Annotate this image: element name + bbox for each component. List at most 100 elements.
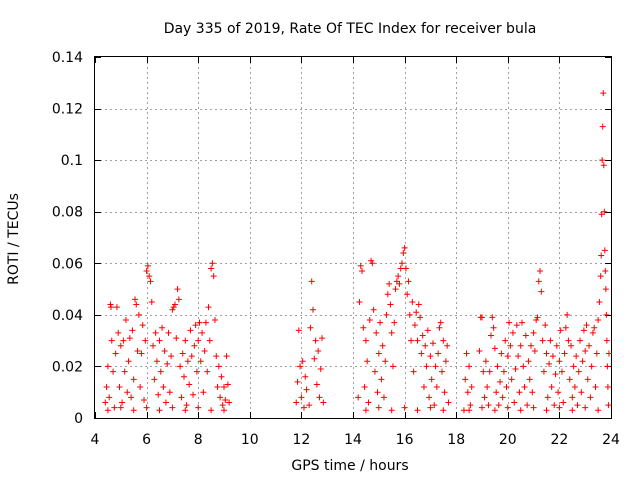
data-point bbox=[306, 402, 313, 409]
data-point bbox=[168, 353, 175, 360]
data-point bbox=[395, 273, 402, 280]
data-point bbox=[162, 399, 169, 406]
data-point bbox=[377, 319, 384, 326]
data-point bbox=[529, 389, 536, 396]
data-point bbox=[512, 366, 519, 373]
data-point bbox=[544, 394, 551, 401]
data-point bbox=[521, 384, 528, 391]
x-tick-label: 18 bbox=[447, 432, 465, 448]
data-point bbox=[586, 342, 593, 349]
data-point bbox=[508, 376, 515, 383]
data-point bbox=[116, 384, 123, 391]
data-point bbox=[135, 311, 142, 318]
data-point bbox=[147, 278, 154, 285]
data-point bbox=[160, 384, 167, 391]
data-point bbox=[199, 329, 206, 336]
data-point bbox=[170, 304, 177, 311]
data-point bbox=[603, 337, 610, 344]
data-point bbox=[313, 381, 320, 388]
data-point bbox=[181, 373, 188, 380]
data-point bbox=[495, 402, 502, 409]
data-point bbox=[476, 347, 483, 354]
data-point bbox=[391, 319, 398, 326]
data-point bbox=[368, 257, 375, 264]
data-point bbox=[591, 324, 598, 331]
data-point bbox=[484, 384, 491, 391]
data-point bbox=[580, 327, 587, 334]
data-point bbox=[587, 394, 594, 401]
y-tick-label: 0.08 bbox=[52, 205, 83, 221]
data-point bbox=[144, 262, 151, 269]
data-point bbox=[592, 384, 599, 391]
data-point bbox=[396, 280, 403, 287]
data-point bbox=[106, 394, 113, 401]
data-point bbox=[433, 384, 440, 391]
data-point bbox=[531, 347, 538, 354]
data-point bbox=[528, 342, 535, 349]
data-point bbox=[307, 324, 314, 331]
data-point bbox=[513, 322, 520, 329]
x-axis-label: GPS time / hours bbox=[291, 458, 408, 474]
data-point bbox=[221, 384, 227, 391]
x-tick-label: 12 bbox=[292, 432, 310, 448]
data-point bbox=[161, 347, 168, 354]
data-point bbox=[524, 402, 531, 409]
data-point bbox=[577, 337, 584, 344]
x-tick-label: 22 bbox=[550, 432, 568, 448]
data-point bbox=[357, 262, 364, 269]
y-tick-label: 0.04 bbox=[52, 308, 83, 324]
data-point bbox=[401, 244, 408, 251]
data-point bbox=[463, 350, 470, 357]
data-point bbox=[115, 329, 122, 336]
data-point bbox=[157, 368, 164, 375]
data-point bbox=[556, 404, 563, 411]
data-point bbox=[169, 306, 176, 313]
data-point bbox=[295, 327, 302, 334]
x-tick-label: 24 bbox=[602, 432, 620, 448]
y-tick-label: 0.1 bbox=[61, 153, 83, 169]
data-point bbox=[602, 268, 609, 275]
data-point bbox=[564, 311, 571, 318]
data-point bbox=[156, 407, 163, 414]
data-point bbox=[120, 337, 127, 344]
data-point bbox=[360, 324, 367, 331]
data-point bbox=[500, 368, 507, 375]
data-point bbox=[178, 394, 185, 401]
data-point bbox=[414, 337, 421, 344]
data-point bbox=[466, 363, 473, 370]
data-point bbox=[219, 402, 226, 409]
data-point bbox=[159, 324, 166, 331]
data-point bbox=[133, 301, 140, 308]
data-point bbox=[110, 368, 117, 375]
data-point bbox=[139, 322, 146, 329]
data-point bbox=[104, 363, 111, 370]
data-point bbox=[415, 301, 422, 308]
data-point bbox=[186, 381, 193, 388]
data-point bbox=[593, 350, 600, 357]
data-point bbox=[440, 337, 447, 344]
data-point bbox=[294, 378, 301, 385]
data-point bbox=[319, 335, 326, 342]
data-point bbox=[424, 327, 431, 334]
data-point bbox=[359, 268, 366, 275]
data-point bbox=[589, 329, 596, 336]
data-point bbox=[491, 345, 498, 352]
data-point bbox=[224, 381, 231, 388]
data-point bbox=[542, 322, 549, 329]
data-point bbox=[489, 314, 496, 321]
x-tick-label: 6 bbox=[142, 432, 151, 448]
data-point bbox=[583, 322, 590, 329]
data-point bbox=[539, 337, 546, 344]
data-point bbox=[373, 329, 380, 336]
data-point bbox=[537, 268, 544, 275]
data-point bbox=[511, 399, 518, 406]
data-point bbox=[555, 389, 562, 396]
data-point bbox=[388, 329, 395, 336]
data-point bbox=[378, 376, 385, 383]
data-point bbox=[426, 394, 433, 401]
data-points bbox=[102, 90, 612, 414]
data-point bbox=[538, 288, 545, 295]
data-point bbox=[540, 368, 547, 375]
data-point bbox=[362, 337, 369, 344]
data-point bbox=[582, 404, 589, 411]
